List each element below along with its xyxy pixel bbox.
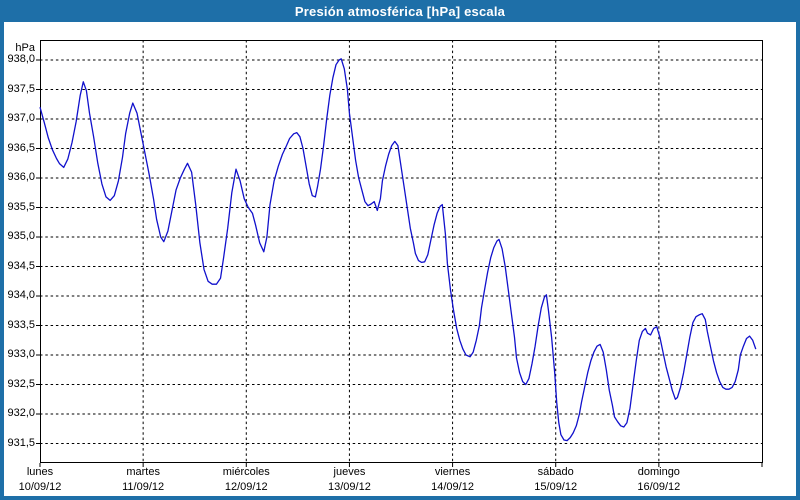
y-axis-label: 932,0 [7, 407, 35, 419]
x-axis-date-label: 11/09/12 [122, 481, 165, 493]
x-axis-day-label: sábado [537, 466, 574, 478]
window-frame-left [0, 0, 4, 500]
y-axis-label: 935,0 [7, 230, 35, 242]
y-axis-label: 932,5 [7, 377, 35, 390]
y-axis-label: 934,0 [7, 289, 35, 301]
y-axis-label: 933,5 [7, 318, 35, 331]
y-axis-label: 934,5 [7, 259, 35, 272]
y-axis-label: 938,0 [7, 53, 35, 65]
y-axis-label: 935,5 [7, 200, 35, 213]
y-axis-label: 931,5 [7, 436, 35, 449]
x-axis-day-label: viernes [434, 466, 471, 478]
x-axis-date-label: 16/09/12 [637, 481, 681, 493]
window-title: Presión atmosférica [hPa] escala [294, 3, 506, 19]
pressure-line [39, 58, 757, 442]
x-axis-day-label: domingo [637, 466, 680, 478]
x-axis-date-label: 12/09/12 [224, 481, 268, 493]
x-axis-date-label: 10/09/12 [18, 481, 62, 493]
plot-area [40, 40, 763, 463]
y-axis-label: 937,0 [7, 112, 35, 124]
y-axis-label: 933,0 [7, 348, 35, 360]
title-bar: Presión atmosférica [hPa] escala [0, 0, 800, 22]
y-axis-label: 936,0 [7, 171, 35, 183]
pressure-chart-svg [36, 40, 763, 467]
y-axis-label: 936,5 [7, 141, 35, 154]
y-axis-label: 937,5 [7, 82, 35, 95]
x-axis-date-label: 13/09/12 [328, 481, 371, 493]
x-axis-day-label: jueves [333, 466, 366, 478]
x-axis-date-label: 15/09/12 [534, 481, 578, 493]
x-axis-day-label: lunes [26, 466, 54, 478]
y-axis-unit-label: hPa [15, 42, 35, 54]
x-axis-day-label: miércoles [222, 466, 270, 478]
x-axis-date-label: 14/09/12 [431, 481, 474, 493]
x-axis-day-label: martes [126, 466, 160, 478]
window-frame-right [796, 0, 800, 500]
window-frame-bottom [0, 496, 800, 500]
